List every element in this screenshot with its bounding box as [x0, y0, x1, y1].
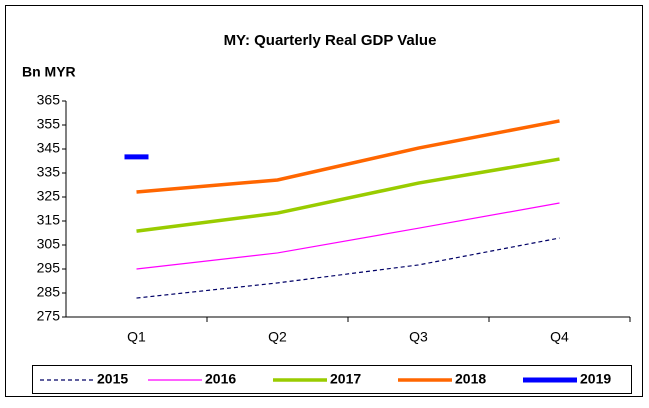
x-tick-label: Q1	[127, 329, 146, 345]
y-tick-label: 305	[37, 236, 61, 252]
x-tick-label: Q4	[550, 329, 569, 345]
y-axis-label: Bn MYR	[22, 64, 76, 80]
y-tick-label: 295	[37, 260, 61, 276]
legend-label: 2016	[205, 371, 236, 387]
legend-label: 2017	[330, 371, 361, 387]
legend-label: 2019	[580, 371, 611, 387]
y-tick-label: 275	[37, 308, 61, 324]
chart-border	[5, 5, 643, 397]
series-line	[136, 237, 560, 299]
series-line	[136, 202, 560, 270]
y-tick-label: 355	[37, 116, 61, 132]
y-tick-label: 325	[37, 188, 61, 204]
y-tick-label: 315	[37, 212, 61, 228]
legend-label: 2015	[97, 371, 128, 387]
y-tick-label: 335	[37, 164, 61, 180]
legend-label: 2018	[455, 371, 486, 387]
chart-title: MY: Quarterly Real GDP Value	[224, 32, 437, 49]
series-line	[136, 119, 560, 194]
y-tick-label: 285	[37, 284, 61, 300]
x-tick-label: Q3	[409, 329, 428, 345]
x-tick-label: Q2	[268, 329, 287, 345]
y-tick-label: 345	[37, 140, 61, 156]
series-line	[136, 157, 560, 233]
y-tick-label: 365	[37, 92, 61, 108]
